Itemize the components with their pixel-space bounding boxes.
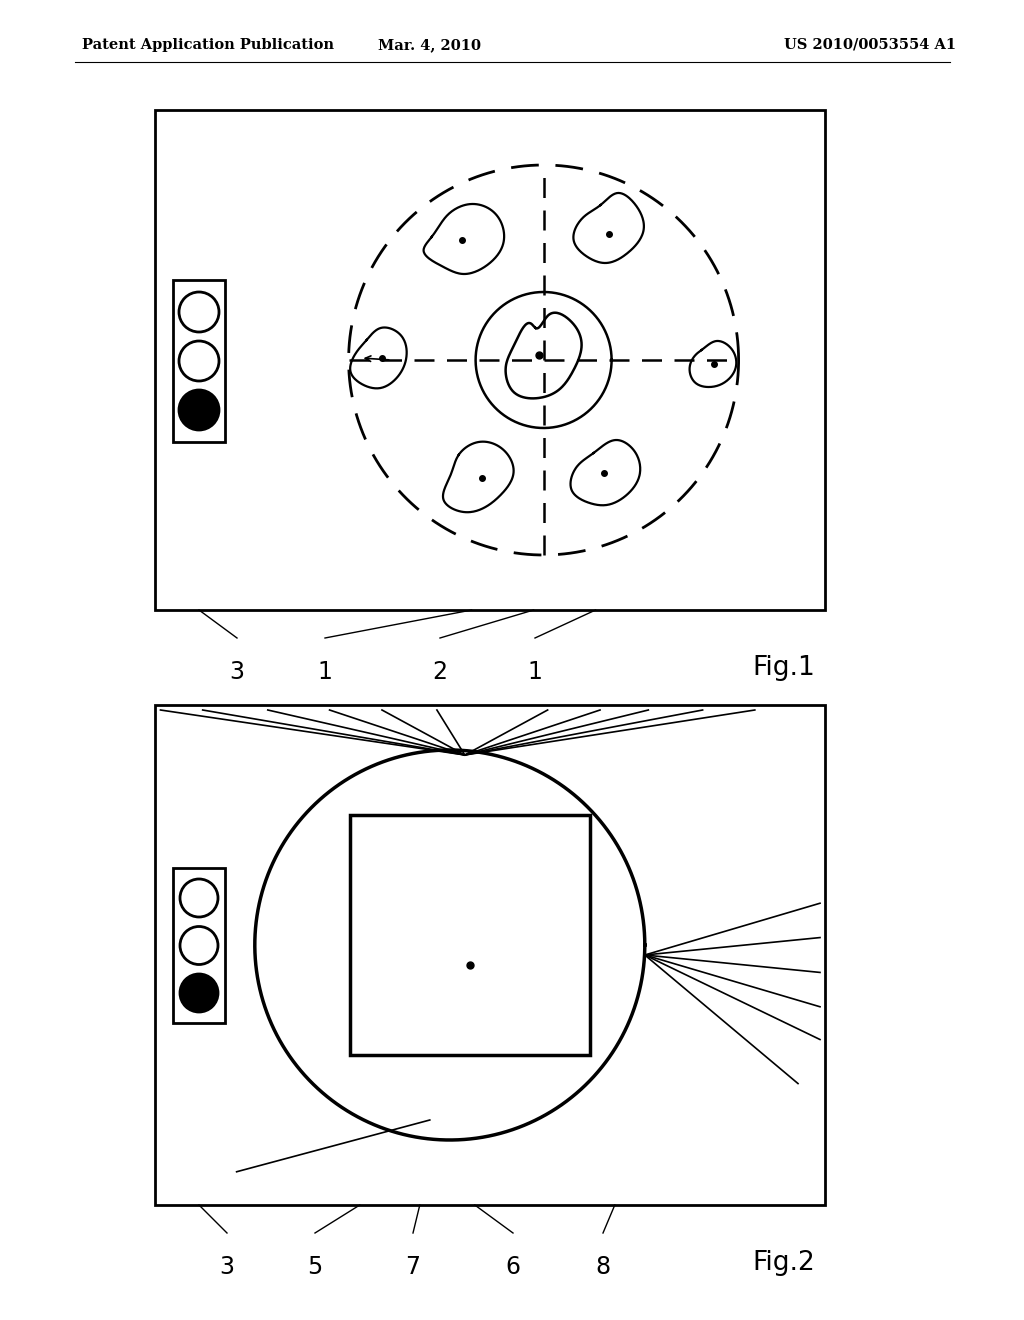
Text: 1: 1 <box>527 660 543 684</box>
Text: Mar. 4, 2010: Mar. 4, 2010 <box>379 38 481 51</box>
Text: 7: 7 <box>406 1255 421 1279</box>
Text: Patent Application Publication: Patent Application Publication <box>82 38 334 51</box>
Bar <box>173 280 225 442</box>
Text: 1: 1 <box>317 660 333 684</box>
Circle shape <box>180 927 218 965</box>
Bar <box>173 869 225 1023</box>
Text: 3: 3 <box>229 660 245 684</box>
Text: 5: 5 <box>307 1255 323 1279</box>
Circle shape <box>180 974 218 1012</box>
Text: 3: 3 <box>219 1255 234 1279</box>
Circle shape <box>180 879 218 917</box>
Text: Fig.1: Fig.1 <box>753 655 815 681</box>
Circle shape <box>179 389 219 430</box>
Circle shape <box>179 341 219 381</box>
Bar <box>155 705 825 1205</box>
Circle shape <box>179 292 219 333</box>
Bar <box>350 814 590 1055</box>
Text: US 2010/0053554 A1: US 2010/0053554 A1 <box>784 38 956 51</box>
Text: Fig.2: Fig.2 <box>753 1250 815 1276</box>
Text: 6: 6 <box>506 1255 520 1279</box>
Text: 8: 8 <box>595 1255 610 1279</box>
Text: 2: 2 <box>432 660 447 684</box>
Bar <box>155 110 825 610</box>
